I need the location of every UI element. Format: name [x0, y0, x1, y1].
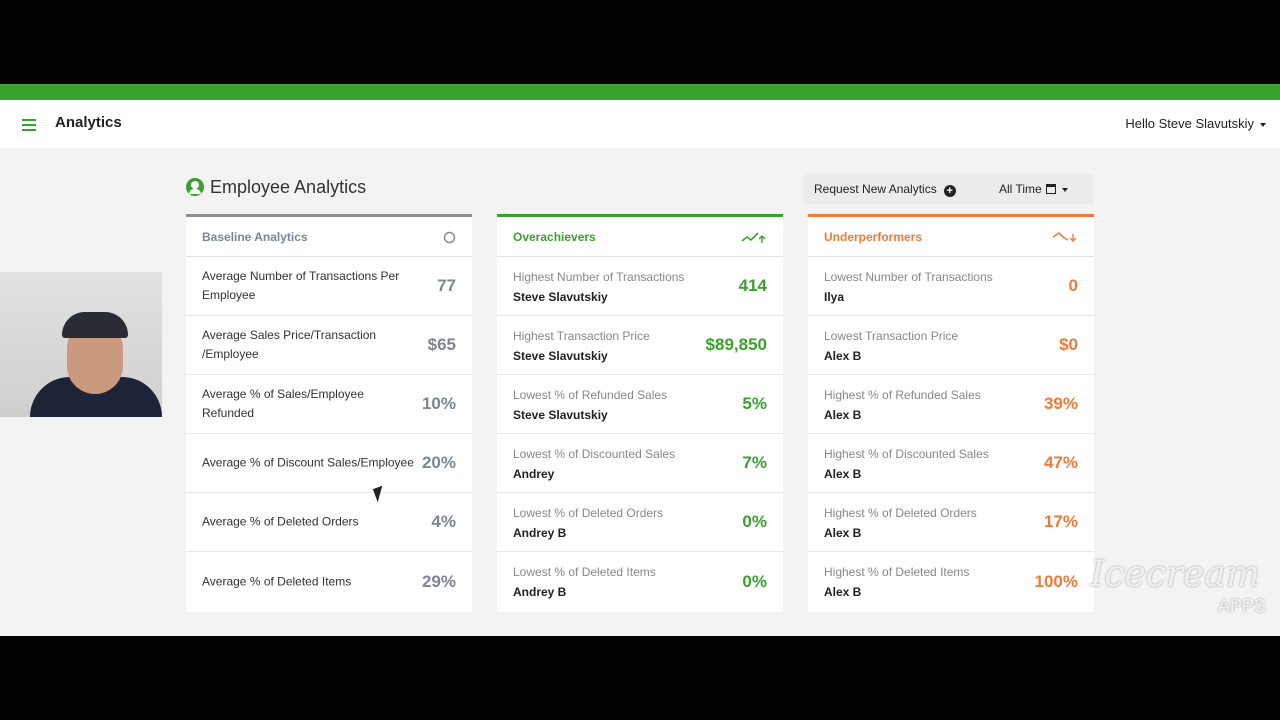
metric-label: Lowest % of Deleted Orders	[513, 506, 664, 520]
calendar-icon	[1045, 184, 1056, 194]
metric-label: Lowest Transaction Price	[824, 329, 959, 343]
watermark-sub: APPS	[1218, 596, 1267, 616]
metric-value: $89,850	[705, 335, 767, 354]
metric-label: Lowest % of Refunded Sales	[513, 388, 668, 402]
metric-label: Highest % of Discounted Sales	[824, 447, 989, 461]
metric-value: 0	[1068, 276, 1078, 295]
overachievers-panel: Overachievers Highest Number of Transact…	[497, 214, 783, 612]
time-filter-dropdown[interactable]: All Time	[999, 182, 1068, 196]
table-row: Average % of Deleted Orders 4%	[186, 493, 472, 552]
metric-value: 29%	[421, 571, 456, 591]
metric-label: Average % of Deleted Orders	[202, 514, 359, 529]
page-title: Employee Analytics	[210, 177, 367, 197]
table-row: Average % of Discount Sales/Employee 20%	[186, 434, 472, 493]
metric-label: Highest Number of Transactions	[513, 270, 685, 284]
table-row: Average Number of Transactions Per Emplo…	[186, 257, 472, 316]
metric-value: $65	[427, 335, 456, 354]
metric-label: Lowest % of Discounted Sales	[513, 447, 676, 461]
app-screen: Analytics Hello Steve Slavutskiy Employe…	[0, 84, 1280, 636]
watermark-logo: Icecream	[1090, 554, 1260, 595]
baseline-analytics-panel: Baseline Analytics Average Number of Tra…	[186, 214, 472, 612]
metric-label: Highest % of Deleted Items	[824, 565, 970, 579]
request-new-analytics-button[interactable]: Request New Analytics +	[814, 182, 956, 197]
table-row: Highest % of Discounted Sales Alex B 47%	[808, 434, 1094, 493]
top-accent-bar	[0, 84, 1280, 100]
employee-name: Andrey B	[513, 526, 567, 540]
request-label: Request New Analytics	[814, 182, 937, 196]
panel-header: Baseline Analytics	[186, 217, 472, 257]
table-row: Highest % of Deleted Items Alex B 100%	[808, 552, 1094, 611]
metric-value: 7%	[742, 453, 767, 472]
employee-name: Andrey	[513, 467, 555, 481]
metric-label: Average Number of Transactions Per Emplo…	[202, 269, 400, 302]
table-row: Lowest Transaction Price Alex B $0	[808, 316, 1094, 375]
employee-name: Andrey B	[513, 585, 567, 599]
navbar: Analytics Hello Steve Slavutskiy	[0, 100, 1280, 148]
table-row: Highest Number of Transactions Steve Slav…	[497, 257, 783, 316]
employee-icon	[186, 178, 204, 196]
metric-value: 17%	[1043, 512, 1078, 531]
table-row: Highest % of Deleted Orders Alex B 17%	[808, 493, 1094, 552]
webcam-overlay	[0, 272, 162, 417]
employee-name: Steve Slavutskiy	[513, 290, 608, 304]
app-title: Analytics	[55, 114, 122, 131]
table-row: Highest Transaction Price Steve Slavutski…	[497, 316, 783, 375]
metric-value: 414	[738, 276, 767, 295]
metric-label: Average % of Sales/Employee Refunded	[202, 387, 364, 420]
table-row: Lowest Number of Transactions Ilya 0	[808, 257, 1094, 316]
table-row: Lowest % of Discounted Sales Andrey 7%	[497, 434, 783, 493]
metric-value: 10%	[421, 394, 456, 413]
metric-value: 20%	[421, 453, 456, 472]
panel-header: Underperformers	[808, 217, 1094, 257]
metric-label: Average % of Discount Sales/Employee	[202, 455, 414, 470]
metric-label: Lowest Number of Transactions	[824, 270, 993, 284]
metric-label: Average % of Deleted Items	[202, 574, 352, 588]
table-row: Lowest % of Deleted Items Andrey B 0%	[497, 552, 783, 611]
metric-value: 39%	[1043, 394, 1078, 413]
metric-label: Highest % of Deleted Orders	[824, 506, 977, 520]
metric-value: 0%	[742, 571, 767, 591]
metric-value: 77	[437, 276, 456, 295]
panel-title: Baseline Analytics	[202, 230, 308, 244]
user-greeting: Hello Steve Slavutskiy	[1125, 116, 1254, 131]
user-menu-dropdown[interactable]: Hello Steve Slavutskiy	[1125, 116, 1266, 131]
employee-name: Alex B	[824, 585, 862, 599]
table-row: Average % of Deleted Items 29%	[186, 552, 472, 611]
metric-value: 100%	[1034, 571, 1078, 591]
table-row: Lowest % of Refunded Sales Steve Slavutsk…	[497, 375, 783, 434]
metric-value: 5%	[742, 394, 767, 413]
circle-icon	[443, 231, 456, 244]
metric-label: Average Sales Price/Transaction /Employe…	[202, 328, 377, 361]
employee-name: Alex B	[824, 408, 862, 422]
table-row: Average Sales Price/Transaction /Employe…	[186, 316, 472, 375]
caret-down-icon	[1260, 122, 1266, 127]
trend-down-icon	[1052, 231, 1077, 242]
trend-up-icon	[741, 232, 766, 243]
action-bar: Request New Analytics + All Time	[803, 174, 1094, 204]
table-row: Highest % of Refunded Sales Alex B 39%	[808, 375, 1094, 434]
employee-name: Alex B	[824, 467, 862, 481]
underperformers-panel: Underperformers Lowest Number of Transac…	[808, 214, 1094, 612]
employee-name: Alex B	[824, 526, 862, 540]
caret-down-icon	[1061, 187, 1068, 192]
employee-name: Ilya	[824, 290, 845, 304]
metric-label: Highest Transaction Price	[513, 329, 650, 343]
panel-header: Overachievers	[497, 217, 783, 257]
hamburger-menu-icon[interactable]	[22, 119, 38, 131]
metric-value: 47%	[1043, 453, 1078, 472]
employee-name: Steve Slavutskiy	[513, 349, 608, 363]
time-filter-label: All Time	[999, 182, 1042, 196]
panel-title: Underperformers	[824, 230, 923, 244]
metric-value: 0%	[742, 512, 767, 531]
metric-label: Highest % of Refunded Sales	[824, 388, 981, 402]
metric-label: Lowest % of Deleted Items	[513, 565, 656, 579]
employee-name: Steve Slavutskiy	[513, 408, 608, 422]
metric-value: 4%	[431, 512, 456, 531]
plus-circle-icon: +	[943, 185, 956, 197]
table-row: Average % of Sales/Employee Refunded 10%	[186, 375, 472, 434]
metric-value: $0	[1059, 335, 1078, 354]
employee-name: Alex B	[824, 349, 862, 363]
panel-title: Overachievers	[513, 230, 596, 244]
table-row: Lowest % of Deleted Orders Andrey B 0%	[497, 493, 783, 552]
